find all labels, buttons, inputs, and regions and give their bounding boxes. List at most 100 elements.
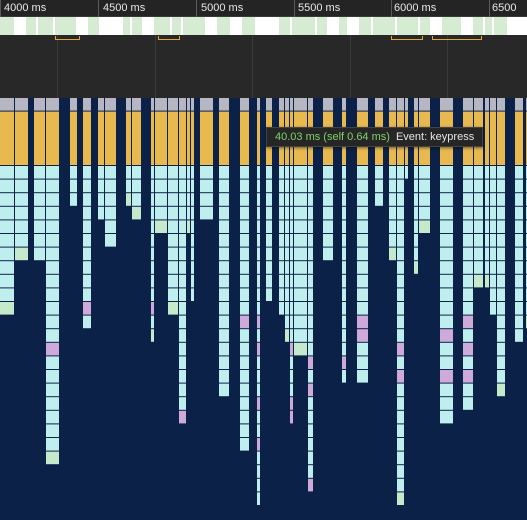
flame-call[interactable] — [497, 247, 505, 261]
flame-task[interactable] — [34, 98, 45, 111]
flame-call[interactable] — [323, 220, 333, 233]
flame-call[interactable] — [463, 397, 473, 410]
flame-task[interactable] — [497, 98, 505, 111]
flame-call[interactable] — [397, 261, 404, 274]
flame-call[interactable] — [308, 478, 313, 492]
flame-event[interactable] — [98, 111, 104, 165]
flame-call[interactable] — [290, 410, 293, 424]
flame-call[interactable] — [151, 166, 154, 179]
flame-call[interactable] — [83, 315, 91, 329]
flame-call[interactable] — [357, 370, 368, 383]
flame-call[interactable] — [70, 193, 77, 206]
flame-call[interactable] — [294, 206, 307, 220]
flame-call[interactable] — [440, 234, 453, 247]
flame-call[interactable] — [414, 166, 418, 179]
flame-call[interactable] — [285, 302, 289, 315]
flame-call[interactable] — [83, 302, 91, 315]
frame-block[interactable] — [359, 17, 371, 35]
flame-call[interactable] — [285, 261, 289, 274]
flame-call[interactable] — [98, 193, 104, 206]
frame-block[interactable] — [494, 17, 507, 35]
frame-block[interactable] — [172, 17, 181, 35]
flame-event[interactable] — [0, 111, 14, 165]
flame-call[interactable] — [357, 315, 368, 329]
flame-call[interactable] — [463, 179, 473, 193]
flame-call[interactable] — [34, 234, 45, 247]
flame-call[interactable] — [279, 179, 284, 193]
flame-call[interactable] — [0, 179, 14, 193]
flame-call[interactable] — [168, 166, 178, 179]
flame-task[interactable] — [490, 98, 496, 111]
flame-call[interactable] — [191, 274, 194, 288]
flame-call[interactable] — [294, 315, 307, 329]
flame-call[interactable] — [15, 193, 28, 206]
flame-call[interactable] — [342, 193, 346, 206]
flame-call[interactable] — [397, 410, 404, 424]
flame-call[interactable] — [389, 179, 396, 193]
flame-call[interactable] — [308, 356, 313, 369]
flame-call[interactable] — [266, 261, 272, 274]
flame-event[interactable] — [191, 111, 194, 165]
flame-call[interactable] — [219, 179, 229, 193]
flame-task[interactable] — [405, 98, 408, 111]
flame-call[interactable] — [0, 220, 14, 233]
flame-call[interactable] — [151, 329, 154, 342]
flame-call[interactable] — [290, 397, 293, 410]
flame-call[interactable] — [257, 315, 260, 329]
flame-call[interactable] — [240, 383, 249, 397]
flame-call[interactable] — [397, 247, 404, 261]
flame-chart[interactable] — [0, 98, 527, 520]
flame-event[interactable] — [132, 111, 141, 165]
flame-call[interactable] — [179, 302, 186, 315]
flame-call[interactable] — [290, 234, 293, 247]
flame-call[interactable] — [397, 397, 404, 410]
flame-call[interactable] — [266, 220, 272, 233]
flame-call[interactable] — [474, 179, 483, 193]
flame-call[interactable] — [151, 220, 154, 233]
flame-call[interactable] — [219, 220, 229, 233]
flame-call[interactable] — [389, 166, 396, 179]
flame-call[interactable] — [46, 234, 59, 247]
flame-call[interactable] — [490, 274, 496, 288]
flame-call[interactable] — [34, 206, 45, 220]
flame-call[interactable] — [515, 261, 523, 274]
flame-call[interactable] — [515, 193, 523, 206]
flame-call[interactable] — [240, 342, 249, 356]
flame-call[interactable] — [257, 492, 260, 505]
flame-call[interactable] — [266, 193, 272, 206]
flame-call[interactable] — [515, 247, 523, 261]
flame-task[interactable] — [342, 98, 346, 111]
flame-call[interactable] — [240, 438, 249, 451]
flame-call[interactable] — [200, 166, 213, 179]
flame-call[interactable] — [294, 342, 307, 356]
frame-block[interactable] — [154, 17, 170, 35]
flame-call[interactable] — [0, 247, 14, 261]
flame-call[interactable] — [342, 179, 346, 193]
flame-task[interactable] — [155, 98, 167, 111]
flame-call[interactable] — [463, 274, 473, 288]
flame-call[interactable] — [179, 315, 186, 329]
flame-event[interactable] — [257, 111, 260, 165]
flame-call[interactable] — [240, 234, 249, 247]
flame-call[interactable] — [497, 274, 505, 288]
flame-call[interactable] — [485, 234, 489, 247]
flame-call[interactable] — [497, 234, 505, 247]
flame-task[interactable] — [308, 98, 313, 111]
flame-call[interactable] — [414, 220, 418, 233]
flame-call[interactable] — [440, 370, 453, 383]
flame-call[interactable] — [440, 288, 453, 301]
flame-task[interactable] — [179, 98, 186, 111]
flame-call[interactable] — [440, 220, 453, 233]
flame-call[interactable] — [179, 410, 186, 424]
flame-call[interactable] — [279, 261, 284, 274]
flame-call[interactable] — [266, 274, 272, 288]
flame-call[interactable] — [389, 193, 396, 206]
flame-call[interactable] — [191, 179, 194, 193]
flame-call[interactable] — [405, 166, 408, 179]
flame-call[interactable] — [257, 302, 260, 315]
flame-call[interactable] — [0, 261, 14, 274]
flame-call[interactable] — [497, 383, 505, 397]
flame-call[interactable] — [308, 261, 313, 274]
flame-call[interactable] — [219, 274, 229, 288]
flame-call[interactable] — [357, 193, 368, 206]
